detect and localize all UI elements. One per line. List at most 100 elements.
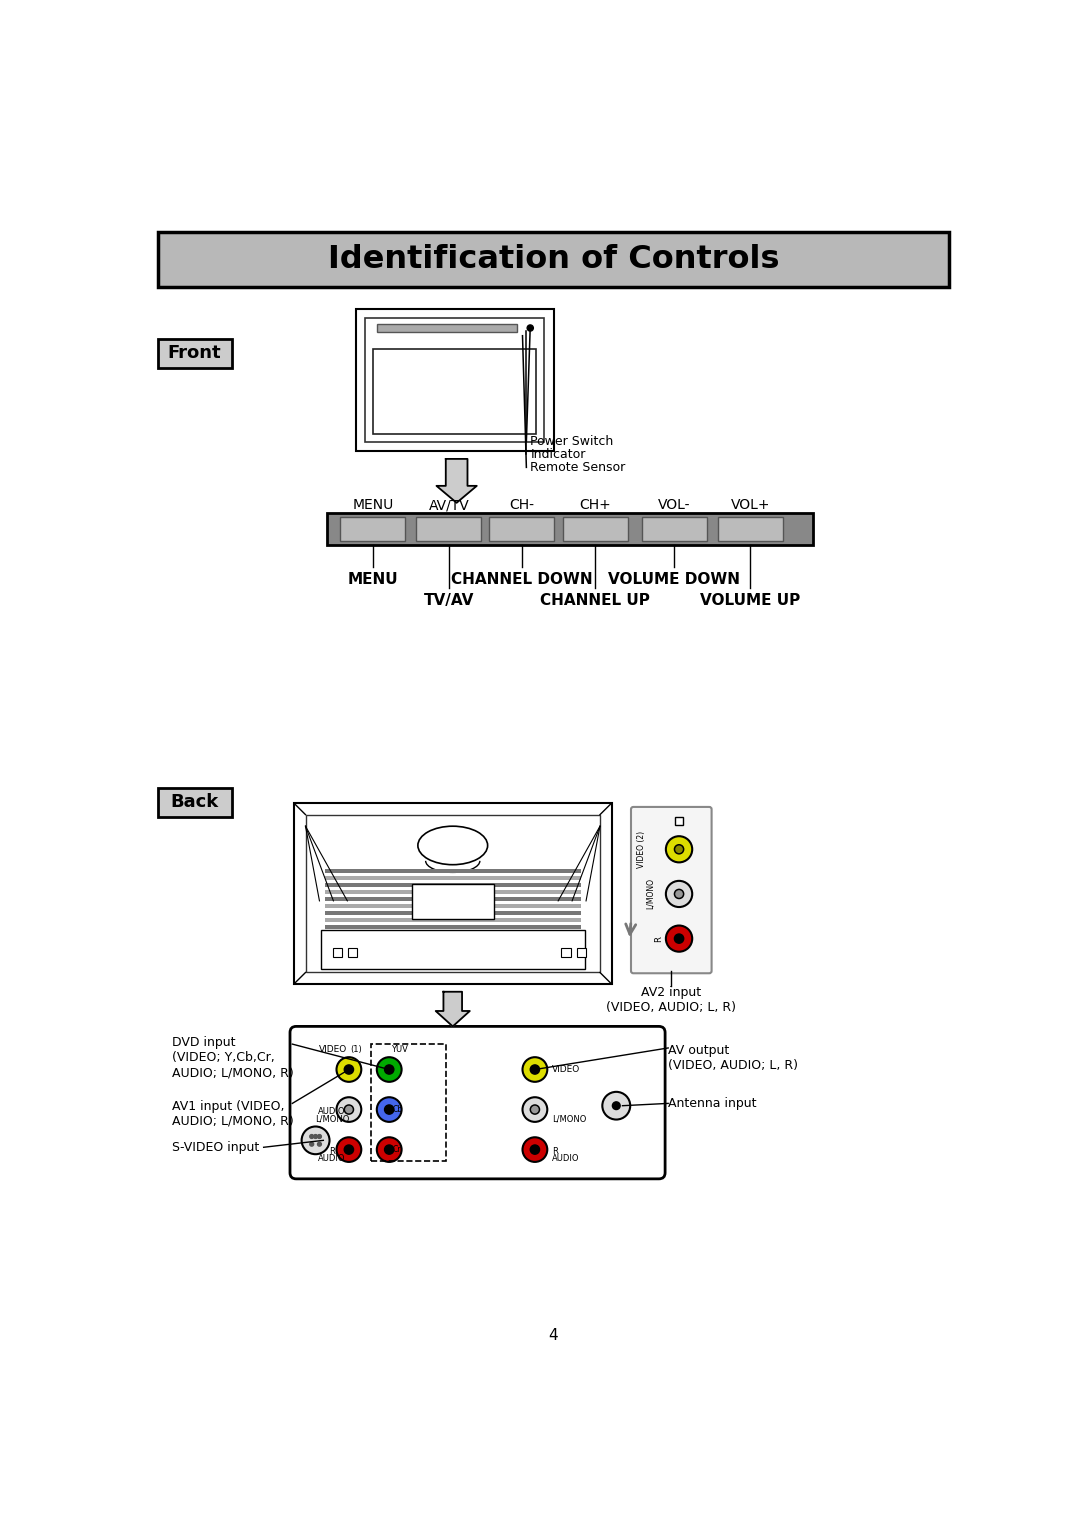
Text: TV/AV: TV/AV bbox=[423, 592, 474, 608]
Circle shape bbox=[337, 1098, 362, 1122]
Circle shape bbox=[612, 1102, 620, 1110]
Circle shape bbox=[674, 889, 684, 898]
Text: VOL-: VOL- bbox=[658, 498, 690, 512]
Text: Antenna input: Antenna input bbox=[669, 1096, 757, 1110]
Text: CHANNEL UP: CHANNEL UP bbox=[540, 592, 650, 608]
Text: MENU: MENU bbox=[348, 571, 399, 586]
Circle shape bbox=[523, 1098, 548, 1122]
Bar bbox=[325, 883, 581, 887]
Text: Cr: Cr bbox=[393, 1145, 402, 1154]
Text: Identification of Controls: Identification of Controls bbox=[327, 244, 780, 275]
Bar bbox=[325, 876, 581, 880]
Circle shape bbox=[666, 837, 692, 863]
Bar bbox=[325, 925, 581, 928]
Bar bbox=[563, 518, 627, 541]
Text: AUDIO: AUDIO bbox=[319, 1154, 346, 1164]
Bar bbox=[333, 948, 342, 957]
Ellipse shape bbox=[418, 826, 488, 864]
Circle shape bbox=[310, 1142, 313, 1147]
Bar bbox=[489, 518, 554, 541]
Text: VIDEO: VIDEO bbox=[552, 1064, 580, 1073]
Circle shape bbox=[666, 925, 692, 951]
Bar bbox=[306, 814, 600, 973]
Circle shape bbox=[531, 1107, 538, 1113]
Circle shape bbox=[318, 1142, 322, 1147]
Text: VOL+: VOL+ bbox=[730, 498, 770, 512]
Circle shape bbox=[345, 1064, 353, 1073]
Circle shape bbox=[384, 1106, 394, 1115]
Text: CH-: CH- bbox=[510, 498, 535, 512]
Text: AV/TV: AV/TV bbox=[429, 498, 469, 512]
Bar bbox=[373, 348, 537, 434]
Circle shape bbox=[377, 1098, 402, 1122]
Bar bbox=[159, 232, 948, 287]
Circle shape bbox=[530, 1106, 540, 1115]
Circle shape bbox=[523, 1057, 548, 1081]
Text: AV1 input (VIDEO,
AUDIO; L/MONO, R): AV1 input (VIDEO, AUDIO; L/MONO, R) bbox=[172, 1099, 294, 1127]
Circle shape bbox=[377, 1057, 402, 1081]
Circle shape bbox=[676, 890, 683, 896]
Text: AV output
(VIDEO, AUDIO; L, R): AV output (VIDEO, AUDIO; L, R) bbox=[669, 1044, 798, 1072]
Text: Cb: Cb bbox=[393, 1106, 403, 1115]
Bar bbox=[377, 324, 517, 331]
Circle shape bbox=[301, 1127, 329, 1154]
Bar bbox=[327, 513, 813, 545]
Text: VIDEO (2): VIDEO (2) bbox=[636, 831, 646, 867]
Text: L/MONO: L/MONO bbox=[314, 1115, 349, 1124]
Bar bbox=[348, 948, 357, 957]
Bar bbox=[321, 930, 584, 968]
Bar bbox=[340, 518, 405, 541]
Text: 4: 4 bbox=[549, 1328, 558, 1344]
Text: R: R bbox=[654, 936, 663, 942]
Text: L/MONO: L/MONO bbox=[552, 1115, 586, 1124]
Polygon shape bbox=[436, 460, 476, 502]
FancyBboxPatch shape bbox=[291, 1026, 665, 1179]
Bar bbox=[562, 948, 570, 957]
Text: YUV: YUV bbox=[391, 1044, 407, 1054]
Text: Back: Back bbox=[171, 794, 219, 811]
Text: AUDIO: AUDIO bbox=[319, 1107, 346, 1116]
Bar bbox=[413, 884, 494, 919]
Text: S-VIDEO input: S-VIDEO input bbox=[172, 1141, 259, 1154]
Bar bbox=[356, 444, 554, 450]
Circle shape bbox=[674, 935, 684, 944]
Circle shape bbox=[666, 881, 692, 907]
Text: VIDEO: VIDEO bbox=[320, 1044, 348, 1054]
Bar bbox=[159, 339, 232, 368]
Text: R: R bbox=[329, 1147, 335, 1156]
Text: Power Switch: Power Switch bbox=[530, 435, 613, 447]
Circle shape bbox=[603, 1092, 631, 1119]
Circle shape bbox=[384, 1145, 394, 1154]
Bar bbox=[365, 318, 544, 441]
Text: R: R bbox=[552, 1147, 558, 1156]
Circle shape bbox=[318, 1135, 322, 1139]
Circle shape bbox=[345, 1145, 353, 1154]
Circle shape bbox=[530, 1064, 540, 1073]
Bar bbox=[325, 912, 581, 915]
Circle shape bbox=[676, 846, 683, 852]
Bar bbox=[642, 518, 707, 541]
Text: AUDIO: AUDIO bbox=[552, 1154, 580, 1164]
Polygon shape bbox=[435, 991, 470, 1026]
Circle shape bbox=[337, 1057, 362, 1081]
Bar bbox=[675, 817, 683, 825]
Circle shape bbox=[527, 325, 534, 331]
Bar bbox=[577, 948, 586, 957]
Circle shape bbox=[530, 1145, 540, 1154]
Bar bbox=[294, 803, 611, 983]
Text: VOLUME DOWN: VOLUME DOWN bbox=[608, 571, 741, 586]
Circle shape bbox=[345, 1106, 353, 1115]
Bar bbox=[159, 788, 232, 817]
Circle shape bbox=[384, 1064, 394, 1073]
Circle shape bbox=[523, 1138, 548, 1162]
Bar bbox=[356, 308, 554, 450]
FancyBboxPatch shape bbox=[631, 806, 712, 973]
Bar bbox=[416, 518, 482, 541]
Circle shape bbox=[346, 1107, 352, 1113]
Circle shape bbox=[313, 1135, 318, 1139]
Circle shape bbox=[337, 1138, 362, 1162]
Circle shape bbox=[310, 1135, 313, 1139]
Text: Front: Front bbox=[167, 345, 221, 362]
Bar bbox=[325, 918, 581, 922]
Text: VOLUME UP: VOLUME UP bbox=[700, 592, 800, 608]
